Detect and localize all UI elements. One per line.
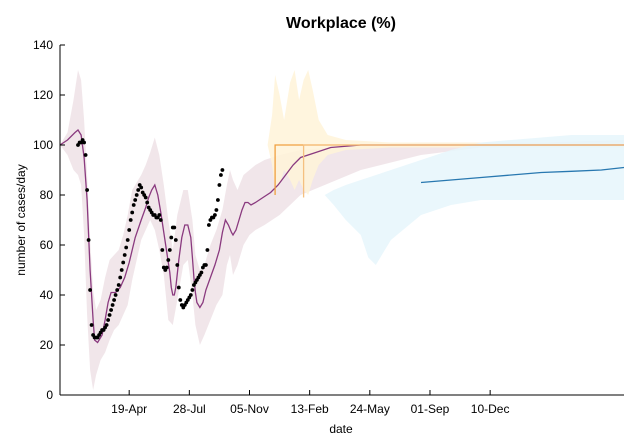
observed-point [158,218,163,222]
observed-point [205,248,210,252]
observed-point [83,153,88,157]
observed-point [190,288,195,292]
observed-point [107,313,112,317]
y-tick-label: 80 [40,188,54,202]
observed-point [113,293,118,297]
observed-point [133,198,138,202]
projection-2-line [302,144,624,198]
observed-point [188,293,193,297]
observed-point [213,213,217,217]
y-axis-label: number of cases/day [14,164,28,275]
observed-point [143,195,148,200]
y-tick-label: 20 [40,338,54,352]
observed-point [136,188,141,192]
observed-point [125,238,130,242]
observed-point [217,183,222,187]
observed-point [127,228,132,232]
y-tick-label: 120 [33,88,53,102]
x-tick-label: 05-Nov [230,402,269,416]
observed-point [214,208,219,212]
x-tick-label: 10-Dec [471,402,510,416]
observed-point [86,238,91,242]
observed-point [216,198,220,202]
observed-point [128,218,133,222]
x-axis-label: date [329,422,353,434]
observed-point [88,288,92,292]
observed-point [119,268,124,272]
observed-point [172,225,177,230]
observed-point [109,308,113,312]
observed-point [219,173,223,177]
observed-point [85,188,89,192]
observed-point [118,275,123,280]
y-tick-label: 100 [33,138,53,152]
observed-points [76,138,225,340]
y-tick-label: 140 [33,38,53,52]
observed-point [82,140,86,145]
observed-point [178,298,183,302]
observed-point [164,265,169,270]
observed-point [104,323,109,327]
x-ticks: 19-Apr 28-Jul 05-Nov 13-Feb 24-May 01-Sep 10-D… [111,390,509,416]
observed-point [173,238,178,242]
y-tick-label: 0 [46,388,53,402]
observed-point [131,203,136,207]
observed-point [175,263,180,267]
observed-point [167,248,172,252]
observed-point [130,210,135,215]
projection-band-2-area [324,135,624,265]
observed-point [157,213,162,217]
axes [59,45,624,396]
observed-point [169,235,174,240]
observed-point [160,248,165,252]
observed-point [204,263,208,267]
series-lines [59,129,624,344]
observed-point [112,298,116,302]
observed-point [220,168,225,172]
fit-band-area [60,70,624,390]
observed-point [89,323,94,327]
y-ticks: 0 20 40 60 80 100 120 140 [33,38,65,402]
projection-3-line [420,166,624,184]
x-tick-label: 19-Apr [111,402,147,416]
observed-point [139,185,144,190]
observed-point [115,288,120,292]
observed-point [121,260,126,265]
observed-point [122,253,127,257]
observed-point [106,318,110,322]
fit-line [59,129,624,344]
observed-point [207,223,211,227]
x-tick-label: 13-Feb [291,402,329,416]
observed-point [199,270,204,275]
observed-point [166,258,171,262]
observed-point [124,245,129,250]
chart-title: Workplace (%) [286,15,396,32]
observed-point [145,200,150,205]
x-tick-label: 24-May [350,402,390,416]
observed-point [116,283,121,287]
x-tick-label: 01-Sep [411,402,450,416]
x-tick-label: 28-Jul [173,402,206,416]
y-tick-label: 40 [40,288,54,302]
observed-point [176,285,181,290]
observed-point [134,193,139,197]
y-tick-label: 60 [40,238,54,252]
observed-point [110,303,115,307]
confidence-bands [60,70,624,390]
